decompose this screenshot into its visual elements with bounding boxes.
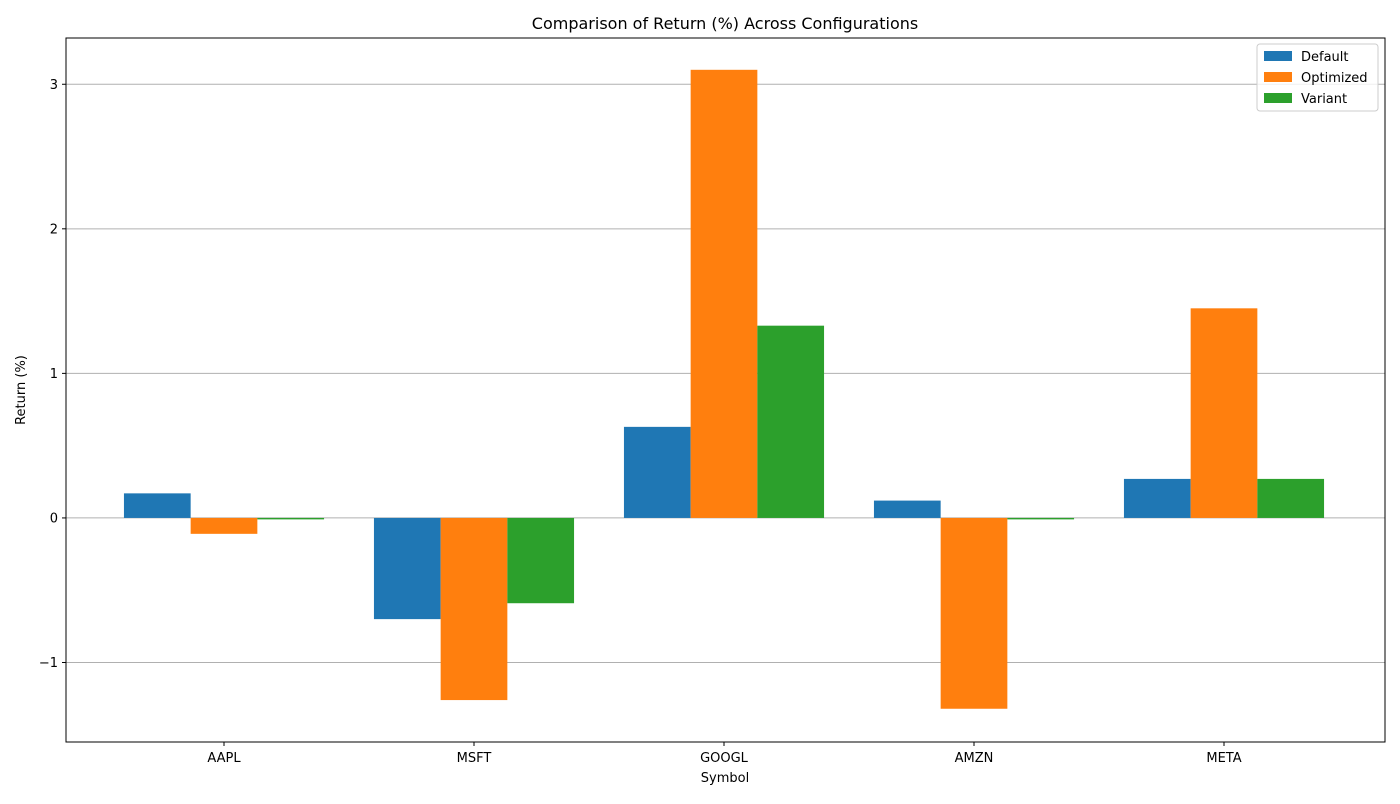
bar-default-aapl: [123, 493, 191, 518]
bar-optimized-amzn: [940, 517, 1008, 709]
bar-default-amzn: [873, 500, 941, 518]
x-tick-label: AMZN: [955, 751, 994, 766]
legend: Default Optimized Variant: [1256, 43, 1379, 112]
bar-variant-amzn: [1007, 517, 1075, 520]
bar-default-msft: [373, 517, 441, 620]
bar-variant-meta: [1257, 478, 1325, 518]
legend-swatch-optimized: [1264, 72, 1292, 82]
bar-optimized-meta: [1190, 308, 1258, 518]
bar-default-meta: [1123, 478, 1191, 518]
x-tick-label: MSFT: [457, 751, 492, 766]
bars: [123, 69, 1325, 709]
y-tick-label: 1: [50, 367, 58, 382]
x-axis-ticks: AAPL MSFT GOOGL AMZN META: [207, 742, 1242, 766]
bar-optimized-aapl: [190, 517, 258, 534]
bar-optimized-googl: [690, 69, 758, 518]
bar-optimized-msft: [440, 517, 508, 701]
bar-variant-aapl: [257, 517, 325, 520]
legend-label-optimized: Optimized: [1301, 71, 1368, 86]
plot-frame: [65, 37, 1386, 743]
legend-swatch-variant: [1264, 93, 1292, 103]
chart-title: Comparison of Return (%) Across Configur…: [532, 14, 918, 33]
legend-swatch-default: [1264, 51, 1292, 61]
y-tick-label: 3: [50, 78, 58, 93]
x-tick-label: AAPL: [207, 751, 241, 766]
x-tick-label: META: [1206, 751, 1241, 766]
bar-variant-msft: [507, 517, 575, 604]
y-tick-label: 0: [50, 511, 58, 526]
bar-default-googl: [623, 426, 691, 518]
y-axis-ticks: −1 0 1 2 3: [39, 78, 66, 671]
bar-variant-googl: [757, 325, 825, 518]
legend-label-default: Default: [1301, 50, 1349, 65]
x-axis-label: Symbol: [701, 771, 749, 786]
y-tick-label: −1: [39, 656, 58, 671]
legend-label-variant: Variant: [1301, 92, 1347, 107]
x-tick-label: GOOGL: [700, 751, 749, 766]
y-tick-label: 2: [50, 222, 58, 237]
y-axis-label: Return (%): [14, 355, 29, 425]
